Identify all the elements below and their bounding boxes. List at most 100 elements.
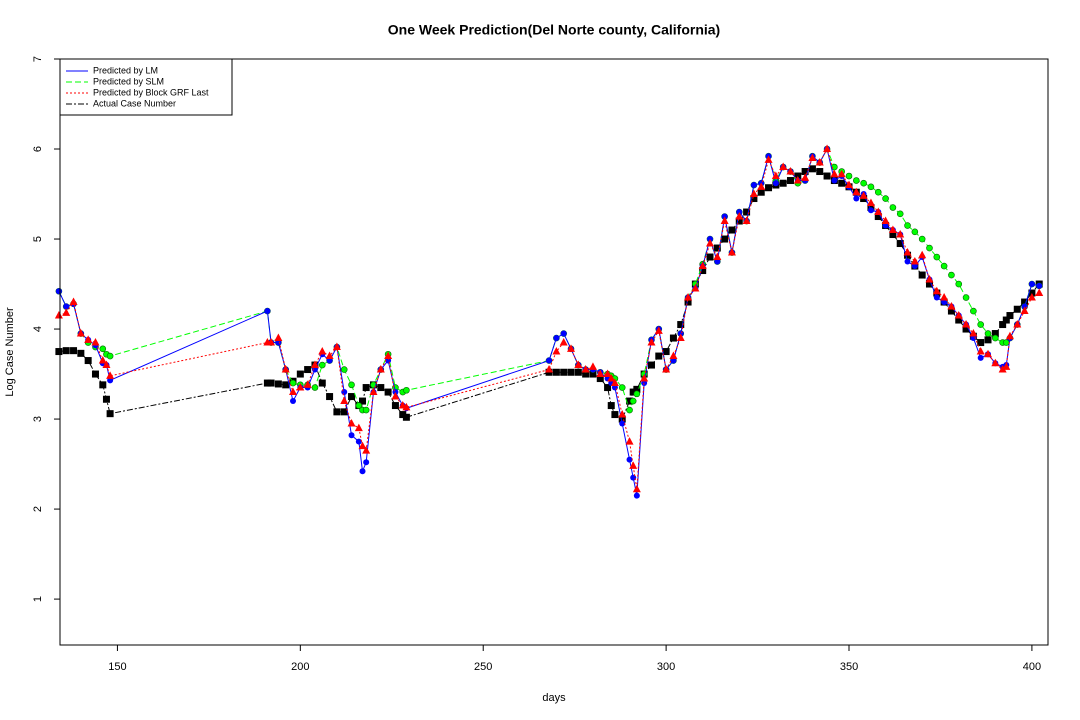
point <box>632 484 641 493</box>
point <box>318 379 326 387</box>
point <box>348 393 356 401</box>
point <box>84 335 93 343</box>
point <box>866 198 875 207</box>
point <box>618 410 627 418</box>
x-tick-label: 400 <box>1023 661 1041 673</box>
legend-label: Predicted by LM <box>93 65 158 75</box>
point <box>779 179 787 187</box>
point <box>596 375 604 383</box>
point <box>794 172 802 180</box>
point <box>362 384 370 392</box>
point <box>106 371 115 379</box>
point <box>669 334 677 342</box>
point <box>99 381 107 389</box>
point <box>706 253 714 261</box>
point <box>560 368 568 376</box>
point <box>63 303 70 310</box>
point <box>304 366 312 374</box>
point <box>99 345 107 353</box>
point <box>55 288 62 295</box>
point <box>618 415 626 423</box>
point <box>786 177 794 185</box>
point <box>859 191 868 199</box>
point <box>1021 298 1029 306</box>
point <box>765 184 773 192</box>
point <box>70 347 78 355</box>
point <box>735 217 743 225</box>
point <box>619 420 626 427</box>
point <box>290 398 297 405</box>
point <box>764 155 773 163</box>
point <box>340 408 348 416</box>
point <box>941 299 948 306</box>
point <box>684 298 692 306</box>
point <box>107 377 114 384</box>
point <box>969 329 978 337</box>
point <box>567 368 575 376</box>
point <box>1013 320 1022 328</box>
point <box>801 168 809 176</box>
point <box>274 333 283 342</box>
point <box>735 212 744 220</box>
point <box>889 204 897 211</box>
point <box>296 370 304 378</box>
point <box>582 370 590 378</box>
y-tick-label: 3 <box>32 416 44 422</box>
point <box>984 349 993 358</box>
point <box>918 235 926 243</box>
point <box>626 397 634 405</box>
point <box>896 240 904 248</box>
point <box>640 374 649 382</box>
point <box>1036 282 1043 289</box>
point <box>341 389 348 396</box>
point <box>831 177 838 184</box>
point <box>743 208 751 216</box>
x-tick-label: 300 <box>657 661 675 673</box>
point <box>903 248 912 256</box>
point <box>348 381 355 389</box>
point <box>625 437 634 445</box>
point <box>633 390 641 398</box>
x-axis-label: days <box>542 692 566 704</box>
point <box>633 492 640 499</box>
point <box>714 258 721 265</box>
y-tick-label: 1 <box>32 596 44 602</box>
point <box>992 334 999 342</box>
point <box>845 180 854 189</box>
y-axis-label: Log Case Number <box>4 307 16 397</box>
point <box>830 169 839 178</box>
point <box>889 231 897 239</box>
y-tick-label: 4 <box>32 326 44 332</box>
point <box>699 267 707 275</box>
point <box>786 167 795 175</box>
point <box>358 441 367 450</box>
point <box>1027 293 1036 301</box>
point <box>771 171 780 180</box>
point <box>91 338 100 346</box>
point <box>970 335 977 342</box>
point <box>629 388 637 396</box>
y-tick-label: 6 <box>32 146 44 152</box>
legend-label: Predicted by SLM <box>93 76 164 86</box>
point <box>728 226 736 234</box>
point <box>853 177 860 184</box>
point <box>574 368 582 376</box>
point <box>626 456 633 463</box>
point <box>552 368 560 376</box>
point <box>618 384 626 391</box>
plot-frame <box>59 58 1049 646</box>
legend-label: Actual Case Number <box>93 98 176 108</box>
point <box>296 383 305 391</box>
y-tick-label: 2 <box>32 506 44 512</box>
chart-title: One Week Prediction(Del Norte county, Ca… <box>388 22 720 38</box>
point <box>1013 305 1021 313</box>
point <box>940 293 949 301</box>
point <box>553 335 560 342</box>
point <box>84 357 92 365</box>
point <box>948 271 955 279</box>
point <box>837 169 846 178</box>
point <box>852 187 861 196</box>
point <box>102 395 110 403</box>
point <box>62 347 70 355</box>
point <box>853 195 860 202</box>
